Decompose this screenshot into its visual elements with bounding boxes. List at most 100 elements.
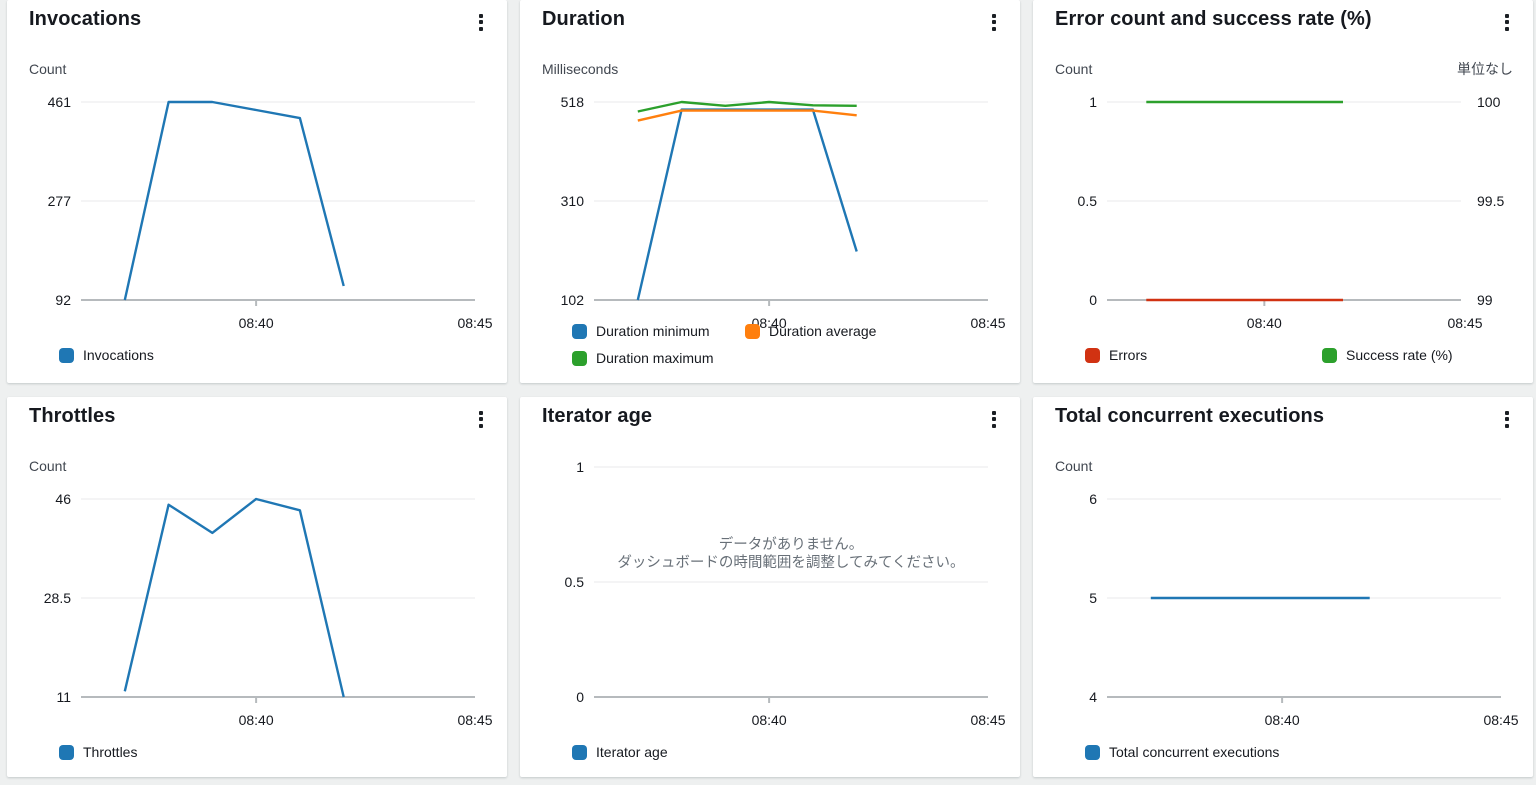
y-tick-label: 92 bbox=[55, 292, 71, 308]
menu-dot bbox=[1505, 410, 1509, 415]
widget-title: Duration bbox=[542, 8, 626, 30]
widget-menu-button[interactable] bbox=[1497, 10, 1517, 34]
widget-menu-button[interactable] bbox=[984, 407, 1004, 431]
right-y-tick-label: 99 bbox=[1477, 292, 1493, 308]
widget-invocations: Count 461 277 92 08:40 08:45 Invocations Invoca… bbox=[7, 0, 507, 383]
y-tick-label: 46 bbox=[55, 491, 71, 507]
widget-menu-button[interactable] bbox=[471, 10, 491, 34]
legend-label: Errors bbox=[1109, 347, 1148, 363]
y-axis-unit-label: Count bbox=[29, 458, 66, 474]
y-tick-label: 0.5 bbox=[565, 574, 585, 590]
y-tick-label: 461 bbox=[48, 94, 72, 110]
widget-menu-button[interactable] bbox=[471, 407, 491, 431]
legend-item-throttles[interactable]: Throttles bbox=[59, 743, 137, 761]
legend-item-invocations[interactable]: Invocations bbox=[59, 346, 154, 364]
y-tick-label: 4 bbox=[1089, 689, 1097, 705]
legend-color-swatch bbox=[59, 744, 74, 760]
y-tick-label: 11 bbox=[56, 689, 71, 705]
x-tick-label: 08:40 bbox=[239, 315, 274, 331]
series-line-duration-average bbox=[637, 109, 857, 122]
y-tick-label: 0.5 bbox=[1078, 193, 1098, 209]
legend-color-swatch bbox=[572, 323, 587, 339]
widget-duration: Milliseconds 518 310 102 08:40 08:45 Duration D… bbox=[520, 0, 1020, 383]
y-tick-label: 310 bbox=[561, 193, 585, 209]
widget-title: Throttles bbox=[29, 405, 116, 427]
menu-dot bbox=[1505, 13, 1509, 18]
chart-invocations: Count 461 277 92 08:40 08:45 bbox=[29, 61, 493, 331]
legend-item-total-concurrent-executions[interactable]: Total concurrent executions bbox=[1085, 743, 1279, 761]
legend-item-duration-maximum[interactable]: Duration maximum bbox=[572, 349, 713, 367]
legend-color-swatch bbox=[59, 347, 74, 363]
ellipsis-vertical-icon bbox=[1505, 410, 1509, 428]
right-y-axis-unit-label: 単位なし bbox=[1457, 61, 1513, 77]
chart-error-count-and-success-rate: Count 単位なし 1 100 0.5 99.5 0 99 08:40 08:45 bbox=[1055, 61, 1513, 331]
x-tick-label: 08:45 bbox=[1483, 712, 1518, 728]
y-tick-label: 0 bbox=[1089, 292, 1097, 308]
legend-label: Iterator age bbox=[596, 744, 668, 760]
chart-duration: Milliseconds 518 310 102 08:40 08:45 bbox=[542, 61, 1006, 331]
series-line-duration-minimum bbox=[636, 108, 858, 301]
widget-title: Total concurrent executions bbox=[1055, 405, 1325, 427]
y-axis-unit-label: Count bbox=[29, 61, 66, 77]
ellipsis-vertical-icon bbox=[992, 13, 996, 31]
menu-dot bbox=[1505, 423, 1509, 428]
menu-dot bbox=[479, 417, 483, 421]
menu-dot bbox=[479, 13, 483, 18]
menu-dot bbox=[992, 410, 996, 415]
series-line-invocations bbox=[123, 100, 345, 301]
legend-color-swatch bbox=[1322, 347, 1337, 363]
series-line-throttles bbox=[123, 497, 345, 698]
legend-label: Total concurrent executions bbox=[1109, 744, 1280, 760]
y-tick-label: 1 bbox=[576, 459, 584, 475]
x-tick-label: 08:40 bbox=[752, 315, 787, 331]
widget-menu-button[interactable] bbox=[984, 10, 1004, 34]
x-tick-label: 08:45 bbox=[970, 712, 1005, 728]
menu-dot bbox=[1505, 417, 1509, 421]
widget-menu-button[interactable] bbox=[1497, 407, 1517, 431]
y-tick-label: 5 bbox=[1089, 590, 1097, 606]
ellipsis-vertical-icon bbox=[479, 13, 483, 31]
legend-label: Throttles bbox=[83, 744, 138, 760]
widget-throttles: Count 46 28.5 11 08:40 08:45 Throttles Throttle… bbox=[7, 397, 507, 777]
menu-dot bbox=[992, 423, 996, 428]
legend-item-duration-average[interactable]: Duration average bbox=[745, 322, 876, 340]
menu-dot bbox=[992, 20, 996, 24]
x-tick-label: 08:40 bbox=[239, 712, 274, 728]
legend-color-swatch bbox=[572, 744, 587, 760]
right-y-tick-label: 99.5 bbox=[1477, 193, 1504, 209]
legend-item-errors[interactable]: Errors bbox=[1085, 346, 1147, 364]
y-tick-label: 0 bbox=[576, 689, 584, 705]
menu-dot bbox=[479, 20, 483, 24]
x-tick-label: 08:45 bbox=[1447, 315, 1482, 331]
x-tick-label: 08:40 bbox=[1265, 712, 1300, 728]
y-axis-unit-label: Count bbox=[1055, 61, 1092, 77]
legend-color-swatch bbox=[572, 350, 587, 366]
widget-title: Iterator age bbox=[542, 405, 653, 427]
legend-item-duration-minimum[interactable]: Duration minimum bbox=[572, 322, 710, 340]
y-tick-label: 518 bbox=[561, 94, 585, 110]
right-y-tick-label: 100 bbox=[1477, 94, 1501, 110]
no-data-message-line: ダッシュボードの時間範囲を調整してみてください。 bbox=[617, 553, 964, 571]
menu-dot bbox=[992, 417, 996, 421]
ellipsis-vertical-icon bbox=[1505, 13, 1509, 31]
legend-color-swatch bbox=[1085, 744, 1100, 760]
y-axis-unit-label: Count bbox=[1055, 458, 1092, 474]
x-tick-label: 08:40 bbox=[1247, 315, 1282, 331]
series-line-duration-maximum bbox=[637, 100, 857, 113]
legend-color-swatch bbox=[745, 323, 760, 339]
legend-item-iterator-age[interactable]: Iterator age bbox=[572, 743, 668, 761]
legend-label: Success rate (%) bbox=[1346, 347, 1453, 363]
x-tick-label: 08:45 bbox=[457, 712, 492, 728]
chart-iterator-age: 1 0.5 0 08:40 08:45 データがありません。ダッシュボードの時間範囲を調整… bbox=[565, 459, 1006, 728]
menu-dot bbox=[479, 423, 483, 428]
widget-title: Invocations bbox=[29, 8, 142, 30]
widget-error-count-and-success-rate: Count 単位なし 1 100 0.5 99.5 0 99 08:40 08:45 Error c… bbox=[1033, 0, 1533, 383]
menu-dot bbox=[992, 26, 996, 31]
menu-dot bbox=[992, 13, 996, 18]
legend-item-success-rate[interactable]: Success rate (%) bbox=[1322, 346, 1453, 364]
menu-dot bbox=[479, 26, 483, 31]
ellipsis-vertical-icon bbox=[479, 410, 483, 428]
y-tick-label: 1 bbox=[1089, 94, 1097, 110]
x-tick-label: 08:40 bbox=[752, 712, 787, 728]
